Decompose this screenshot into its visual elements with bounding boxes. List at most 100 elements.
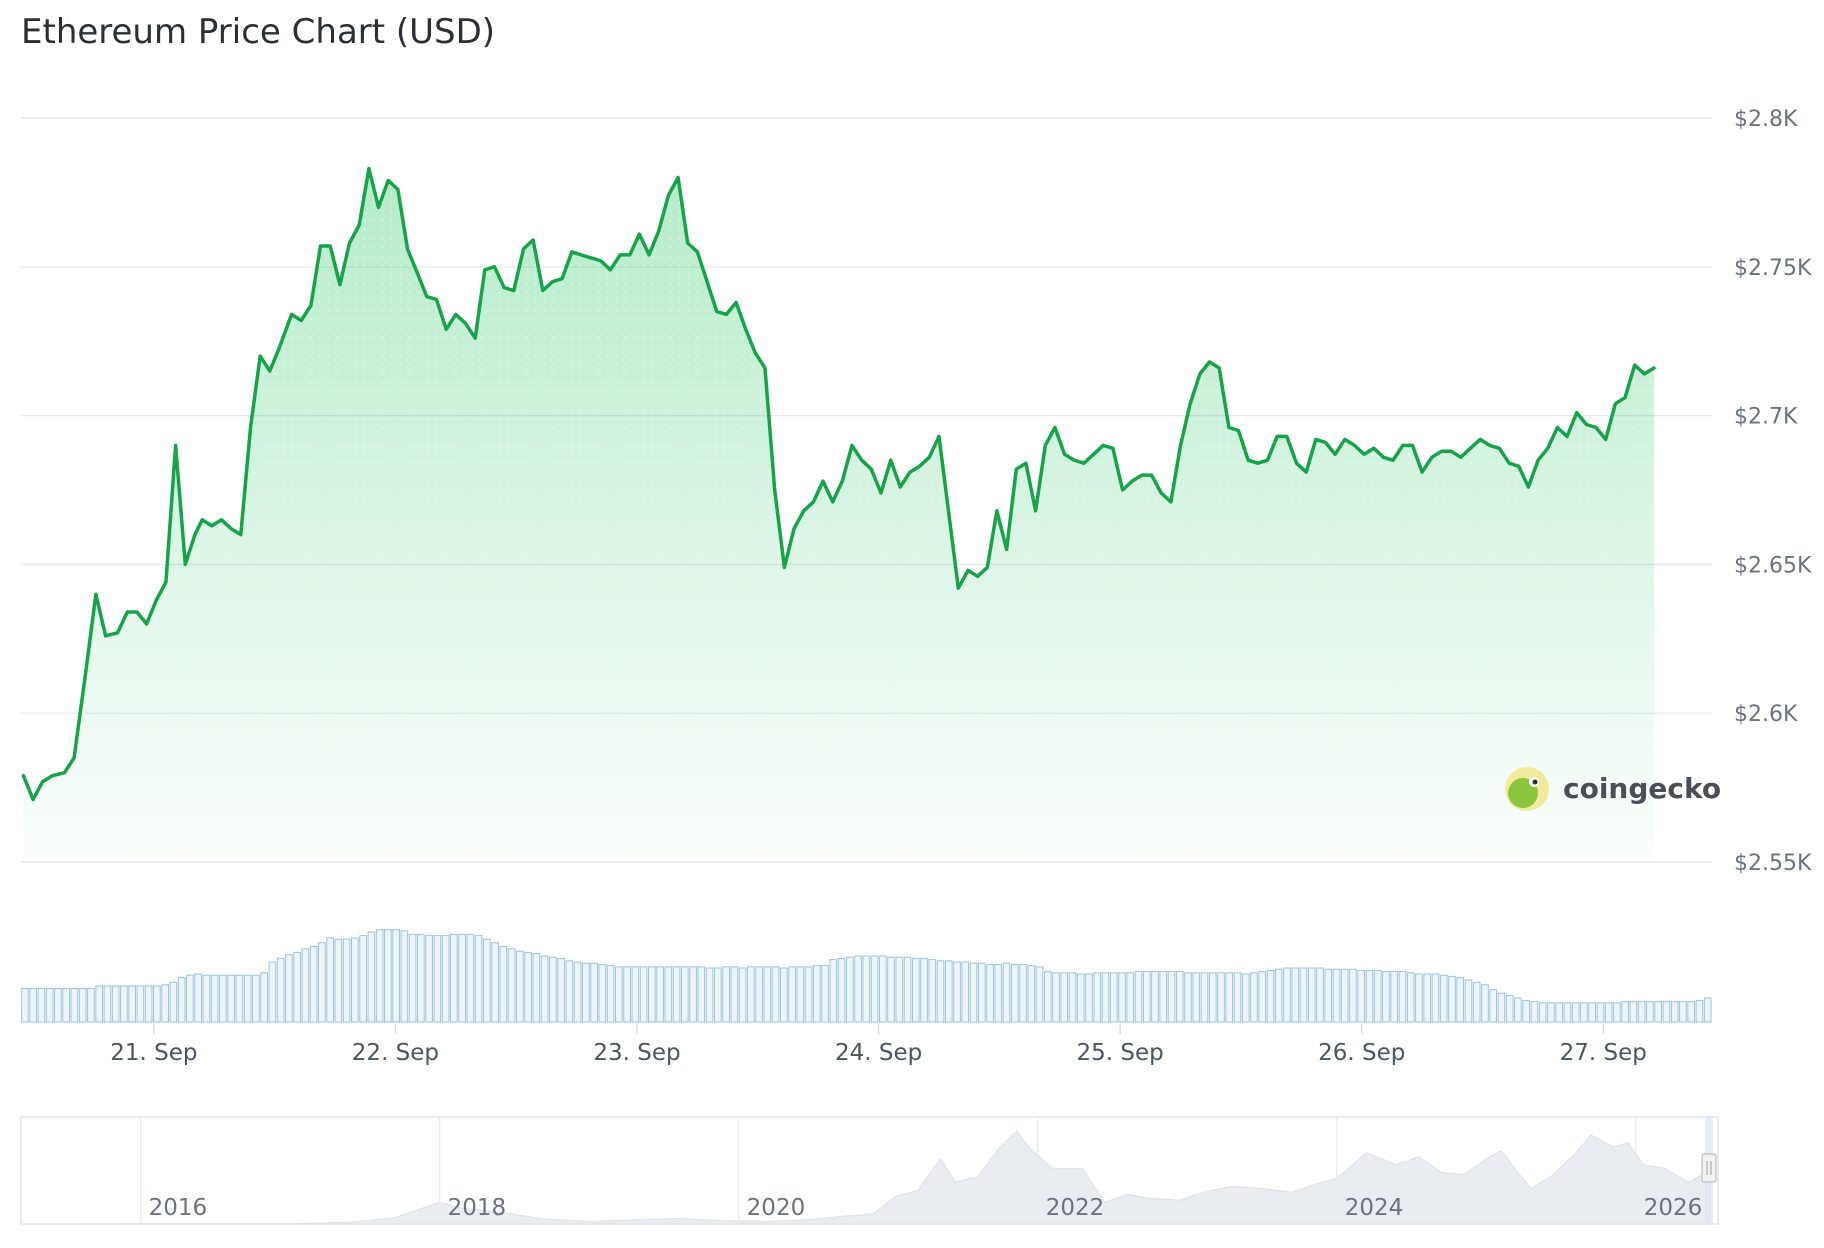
- y-tick-label: $2.55K: [1734, 851, 1812, 876]
- volume-bar: [812, 965, 821, 1023]
- y-tick-label: $2.7K: [1734, 405, 1798, 430]
- volume-bar: [920, 957, 928, 1023]
- volume-bar: [1027, 965, 1036, 1023]
- price-line-layer: [21, 166, 1656, 802]
- volume-bar: [252, 974, 260, 1023]
- volume-bar: [755, 966, 763, 1023]
- volume-bar: [582, 962, 590, 1023]
- volume-bar: [788, 966, 796, 1023]
- volume-bar: [235, 974, 244, 1023]
- volume-bar: [21, 987, 29, 1023]
- volume-bar: [615, 966, 623, 1023]
- x-tick-label: 22. Sep: [352, 1040, 439, 1066]
- volume-bar: [1637, 1001, 1646, 1023]
- volume-bar: [219, 974, 227, 1023]
- volume-bar: [1563, 1002, 1572, 1023]
- volume-bar: [1580, 1002, 1588, 1023]
- volume-bar: [936, 960, 945, 1023]
- volume-bar: [87, 987, 95, 1023]
- range-navigator[interactable]: 2016 2018 2020 2022 2024 2026: [20, 1116, 1719, 1225]
- volume-bar: [466, 933, 475, 1023]
- volume-bar: [37, 987, 46, 1023]
- volume-bar: [359, 935, 367, 1023]
- volume-bar: [1448, 975, 1456, 1023]
- x-axis: 21. Sep 22. Sep 23. Sep 24. Sep 25. Sep 26. S…: [110, 1024, 1647, 1066]
- volume-bar: [202, 974, 211, 1023]
- volume-bar: [1316, 967, 1324, 1023]
- volume-bar: [1291, 967, 1300, 1023]
- volume-bar: [1043, 971, 1052, 1023]
- volume-bar: [771, 966, 780, 1023]
- volume-bar: [689, 966, 697, 1023]
- volume-bar: [1068, 972, 1077, 1023]
- volume-bar: [994, 963, 1003, 1023]
- volume-bar: [1299, 967, 1308, 1023]
- volume-bar: [1547, 1002, 1555, 1023]
- volume-bar: [763, 966, 772, 1023]
- navigator-tick-label: 2018: [448, 1195, 507, 1221]
- navigator-tick-label: 2016: [149, 1195, 208, 1221]
- volume-bar: [1398, 971, 1407, 1023]
- volume-bar: [1274, 968, 1283, 1023]
- volume-bar: [1283, 967, 1291, 1023]
- y-tick-label: $2.65K: [1734, 553, 1812, 578]
- volume-bar: [1035, 966, 1044, 1023]
- volume-bar: [746, 966, 755, 1023]
- volume-bar: [45, 987, 54, 1023]
- volume-bar: [862, 955, 871, 1023]
- volume-bar: [169, 981, 178, 1023]
- volume-bar: [1621, 1001, 1630, 1023]
- volume-bar: [1159, 971, 1168, 1023]
- volume-bar: [1258, 971, 1267, 1023]
- volume-bar: [887, 956, 895, 1023]
- volume-bar: [903, 956, 912, 1023]
- y-tick-label: $2.8K: [1734, 107, 1798, 132]
- volume-bar: [1324, 968, 1333, 1023]
- navigator-handle[interactable]: [1701, 1153, 1717, 1183]
- volume-bar: [606, 965, 615, 1023]
- volume-bar: [944, 960, 953, 1023]
- volume-bar: [194, 973, 202, 1023]
- volume-bar: [384, 929, 392, 1023]
- volume-bar: [1093, 972, 1102, 1023]
- volume-bar: [714, 967, 722, 1023]
- volume-bar: [648, 966, 656, 1023]
- price-series-line[interactable]: [21, 166, 1656, 802]
- gecko-logo-icon: [1505, 767, 1549, 811]
- volume-bar: [1225, 972, 1234, 1023]
- volume-bar: [210, 974, 219, 1023]
- volume-bars: [21, 929, 1712, 1023]
- volume-bar: [1514, 997, 1522, 1023]
- volume-bar: [953, 961, 961, 1023]
- volume-bar: [590, 962, 598, 1023]
- volume-bar: [1167, 971, 1176, 1023]
- volume-bar: [1481, 984, 1489, 1023]
- volume-bar: [961, 961, 970, 1023]
- volume-bar: [557, 957, 565, 1023]
- volume-bar: [450, 933, 458, 1023]
- x-tick-label: 27. Sep: [1560, 1040, 1647, 1066]
- volume-bar: [598, 963, 607, 1023]
- volume-bar: [243, 974, 252, 1023]
- volume-bar: [1596, 1002, 1605, 1023]
- volume-bar: [1208, 972, 1217, 1023]
- volume-bar: [705, 967, 714, 1023]
- volume-bar: [1134, 971, 1143, 1023]
- navigator-tick-label: 2020: [747, 1195, 806, 1221]
- volume-bar: [301, 948, 310, 1023]
- y-axis: $2.8K $2.75K $2.7K $2.65K $2.6K $2.55K: [1734, 107, 1812, 876]
- volume-bar: [1233, 972, 1242, 1023]
- volume-bar: [474, 935, 483, 1023]
- volume-bar: [491, 942, 499, 1023]
- volume-bar: [1522, 999, 1531, 1023]
- volume-bar: [532, 953, 541, 1023]
- volume-bar: [326, 937, 334, 1023]
- volume-bar: [837, 957, 846, 1023]
- volume-bar: [1192, 972, 1201, 1023]
- volume-bar: [697, 966, 706, 1023]
- volume-bar: [1670, 1001, 1679, 1023]
- volume-bar: [441, 935, 450, 1023]
- volume-bar: [1266, 969, 1275, 1023]
- volume-bar: [425, 935, 433, 1023]
